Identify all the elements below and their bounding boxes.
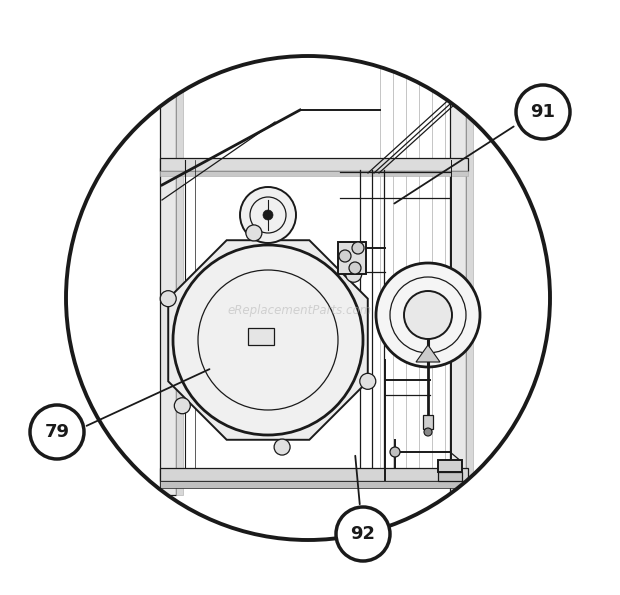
- Circle shape: [390, 447, 400, 457]
- Bar: [160, 171, 468, 176]
- Circle shape: [274, 439, 290, 455]
- Circle shape: [346, 266, 361, 282]
- Circle shape: [160, 291, 176, 306]
- Circle shape: [360, 373, 376, 389]
- Bar: [450, 55, 466, 495]
- Bar: [160, 481, 468, 488]
- Bar: [160, 55, 176, 495]
- Circle shape: [352, 242, 364, 254]
- Bar: [338, 242, 366, 274]
- Bar: [438, 472, 462, 481]
- Bar: [160, 158, 468, 171]
- Polygon shape: [168, 240, 368, 440]
- Text: 79: 79: [45, 423, 69, 441]
- Circle shape: [404, 291, 452, 339]
- Bar: [248, 328, 274, 345]
- Circle shape: [376, 263, 480, 367]
- Bar: [160, 468, 468, 481]
- Bar: [423, 415, 433, 429]
- Bar: [176, 55, 183, 495]
- Circle shape: [424, 428, 432, 436]
- Text: 91: 91: [531, 103, 556, 121]
- Circle shape: [30, 405, 84, 459]
- Bar: [466, 55, 473, 495]
- Circle shape: [173, 245, 363, 435]
- Circle shape: [263, 210, 273, 220]
- Circle shape: [349, 262, 361, 274]
- Circle shape: [174, 397, 190, 414]
- Circle shape: [339, 250, 351, 262]
- Text: eReplacementParts.com: eReplacementParts.com: [228, 303, 372, 317]
- Circle shape: [246, 225, 262, 241]
- Circle shape: [240, 187, 296, 243]
- Text: 92: 92: [350, 525, 376, 543]
- Circle shape: [336, 507, 390, 561]
- Bar: [438, 460, 462, 472]
- Polygon shape: [416, 345, 440, 362]
- Circle shape: [516, 85, 570, 139]
